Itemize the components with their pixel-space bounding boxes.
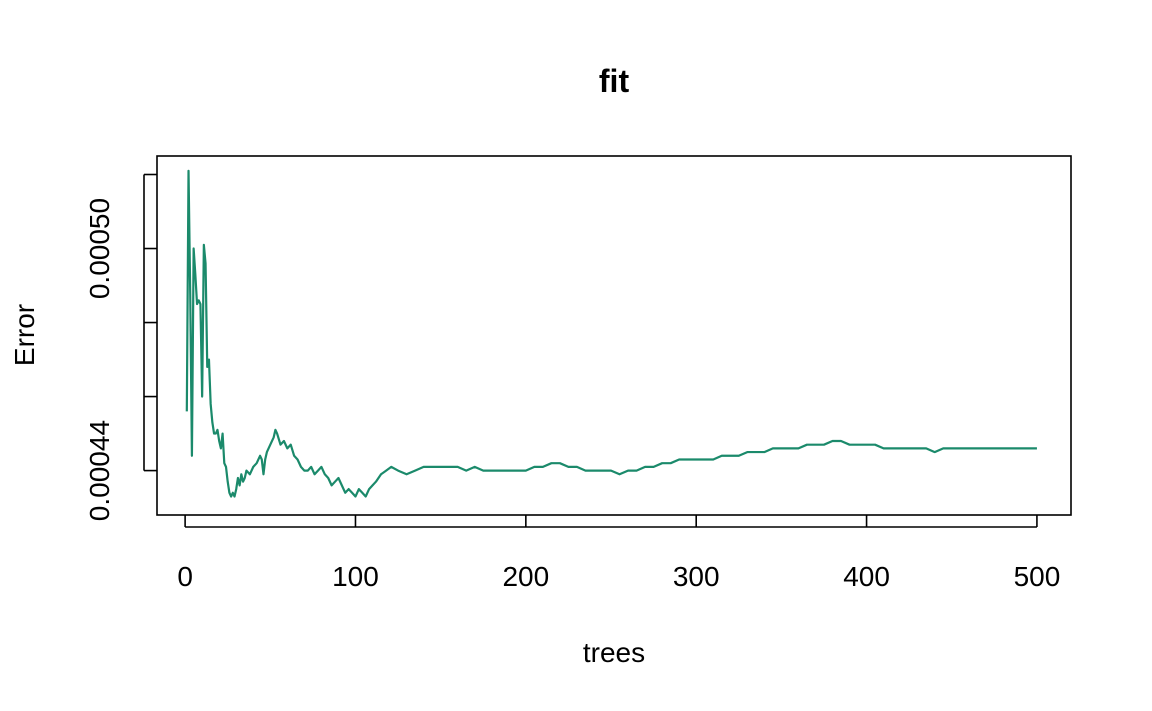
x-tick-label-4: 400: [843, 561, 890, 592]
x-tick-label-0: 0: [177, 561, 193, 592]
x-tick-label-3: 300: [673, 561, 720, 592]
plot-frame: [156, 155, 1072, 516]
series-line-0: [185, 169, 1037, 498]
y-axis: 0.00044 0.00050: [84, 173, 157, 521]
y-tick-label-3: 0.00050: [84, 198, 115, 299]
series-group: [185, 169, 1037, 498]
chart-title: fit: [599, 63, 630, 99]
x-tick-label-2: 200: [502, 561, 549, 592]
x-tick-label-5: 500: [1014, 561, 1061, 592]
y-tick-label-0: 0.00044: [84, 420, 115, 521]
y-axis-label: Error: [9, 304, 40, 366]
x-tick-label-1: 100: [332, 561, 379, 592]
x-axis-label: trees: [583, 637, 645, 668]
x-axis: 0 100 200 300 400 500: [177, 515, 1060, 592]
